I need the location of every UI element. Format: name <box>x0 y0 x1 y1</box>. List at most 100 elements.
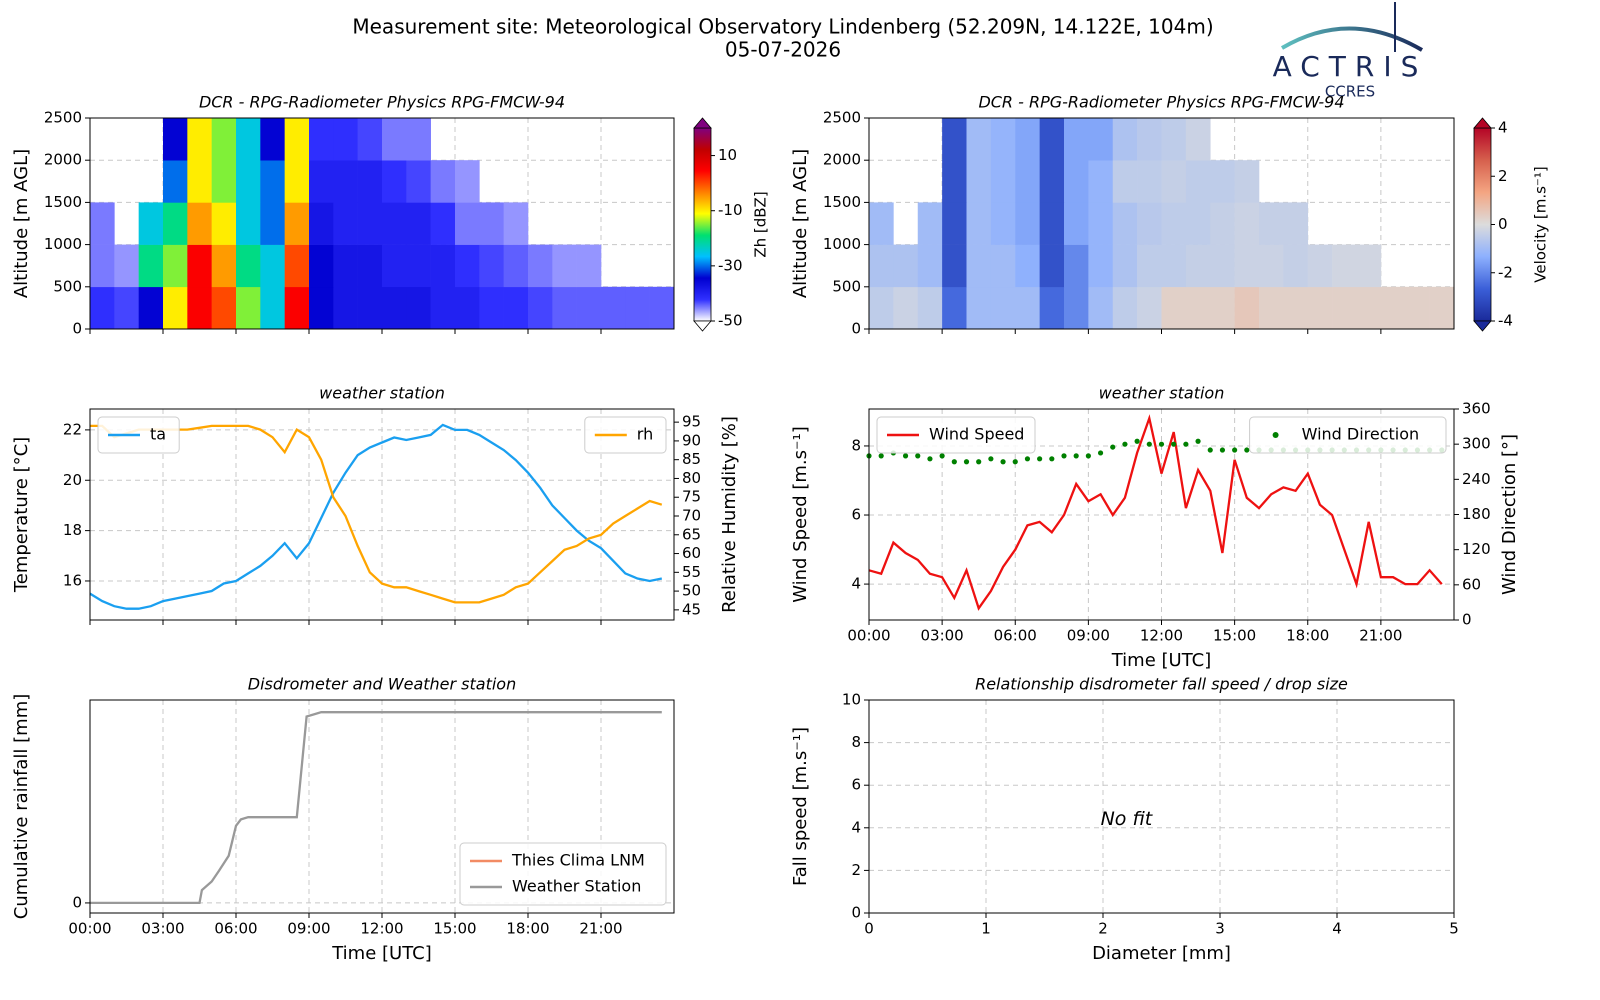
heat-cell <box>552 244 577 288</box>
heat-cell <box>1015 160 1040 203</box>
series-dot <box>1158 441 1165 447</box>
y-axis-label: Cumulative rainfall [mm] <box>11 694 32 920</box>
heat-cell <box>163 286 188 330</box>
heat-cell <box>1015 202 1040 245</box>
x-tick-label: 09:00 <box>287 920 330 938</box>
heat-cell <box>1332 244 1357 288</box>
panel-title: DCR - RPG-Radiometer Physics RPG-FMCW-94 <box>978 93 1344 112</box>
heat-cell <box>1185 244 1211 288</box>
x-tick-label: 06:00 <box>214 920 257 938</box>
y-tick-label: 22 <box>63 420 82 438</box>
heat-cell <box>942 160 967 203</box>
series-line <box>90 711 662 905</box>
heat-cell <box>917 286 943 330</box>
y-tick-label: 6 <box>851 776 861 794</box>
y2-tick-label: 360 <box>1462 400 1491 418</box>
heat-cell <box>455 160 480 203</box>
heat-cell <box>114 244 139 288</box>
colorbar-tick-label: -2 <box>1498 263 1513 281</box>
heat-cell <box>138 286 164 330</box>
heat-cell <box>1088 202 1114 245</box>
x-tick-label: 18:00 <box>506 920 549 938</box>
y2-tick-label: 90 <box>682 431 701 449</box>
series-dot <box>1110 444 1116 450</box>
heat-cell <box>1332 286 1357 330</box>
series-dot <box>1244 447 1250 453</box>
heat-cell <box>503 244 529 288</box>
heat-cell <box>284 244 310 288</box>
axes-frame <box>868 408 1455 621</box>
heat-cell <box>1039 286 1065 330</box>
heat-cell <box>236 286 261 330</box>
y-tick-label: 2 <box>851 861 861 879</box>
heat-cell <box>138 244 164 288</box>
legend-label: Wind Direction <box>1302 425 1420 444</box>
colorbar-tick-label: -4 <box>1498 312 1513 330</box>
series-dot <box>939 453 945 459</box>
heat-cell <box>528 286 553 330</box>
heat-cell <box>333 286 358 330</box>
y2-tick-label: 180 <box>1462 505 1491 523</box>
heat-cell <box>333 118 358 161</box>
colorbar-label: Zh [dBZ] <box>752 191 770 257</box>
heat-cell <box>1137 118 1162 161</box>
heat-cell <box>552 286 577 330</box>
series-dot <box>1024 456 1031 462</box>
colorbar <box>693 127 712 322</box>
heat-cell <box>260 286 285 330</box>
colorbar-tick-label: 10 <box>718 146 737 164</box>
legend-label: ta <box>150 425 166 444</box>
heat-cell <box>430 202 456 245</box>
heat-cell <box>260 118 285 161</box>
x-tick-label: 2 <box>1098 920 1108 938</box>
colorbar-tick-label: -30 <box>718 256 743 274</box>
heat-cell <box>211 286 237 330</box>
panel-title: Disdrometer and Weather station <box>248 675 516 694</box>
heat-cell <box>260 202 285 245</box>
heat-cell <box>114 286 139 330</box>
y-axis-label: Altitude [m AGL] <box>11 149 32 298</box>
heat-cell <box>528 244 553 288</box>
y-tick-label: 0 <box>72 893 82 911</box>
heat-cell <box>1088 160 1114 203</box>
colorbar-extend-bottom <box>1473 320 1492 332</box>
y-tick-label: 8 <box>851 436 861 454</box>
legend-marker <box>1272 432 1279 438</box>
panel-title: DCR - RPG-Radiometer Physics RPG-FMCW-94 <box>199 93 565 112</box>
logo-arc <box>1280 26 1424 52</box>
heat-cell <box>284 286 310 330</box>
y-tick-label: 0 <box>851 904 861 922</box>
series-dot <box>1146 441 1152 447</box>
axes-frame <box>89 408 675 621</box>
y-tick-label: 6 <box>851 506 861 524</box>
x-tick-label: 5 <box>1449 920 1459 938</box>
heat-cell <box>1112 286 1138 330</box>
heat-cell <box>917 202 943 245</box>
heat-cell <box>1283 202 1309 245</box>
heat-cell <box>1112 244 1138 288</box>
colorbar-extend-bottom <box>693 320 712 332</box>
panel: 0 500 1000 1500 2000 2500 -50 -30 -10 10 Zh [dBZ] D… <box>11 93 770 338</box>
heat-cell <box>333 202 358 245</box>
series-line <box>89 423 663 610</box>
panel: 0 2 4 6 8 10 0 1 2 3 4 5 No fit Relationship disdrome… <box>790 675 1459 965</box>
heat-cell <box>1405 286 1430 330</box>
heat-cell <box>406 202 431 245</box>
heat-cell <box>1210 160 1235 203</box>
heat-cell <box>1064 286 1089 330</box>
heat-cell <box>90 244 115 288</box>
heat-cell <box>625 286 650 330</box>
heat-cell <box>455 202 480 245</box>
heat-cell <box>309 286 334 330</box>
x-tick-label: 0 <box>864 920 874 938</box>
legend-box <box>459 842 667 906</box>
series-dot <box>1219 447 1226 453</box>
heat-cell <box>1185 118 1211 161</box>
heat-cell <box>1185 202 1211 245</box>
y-tick-label: 2000 <box>823 151 861 169</box>
heat-cell <box>357 244 383 288</box>
heat-cell <box>1307 244 1333 288</box>
series-dot <box>878 453 884 459</box>
heat-cell <box>1234 160 1260 203</box>
